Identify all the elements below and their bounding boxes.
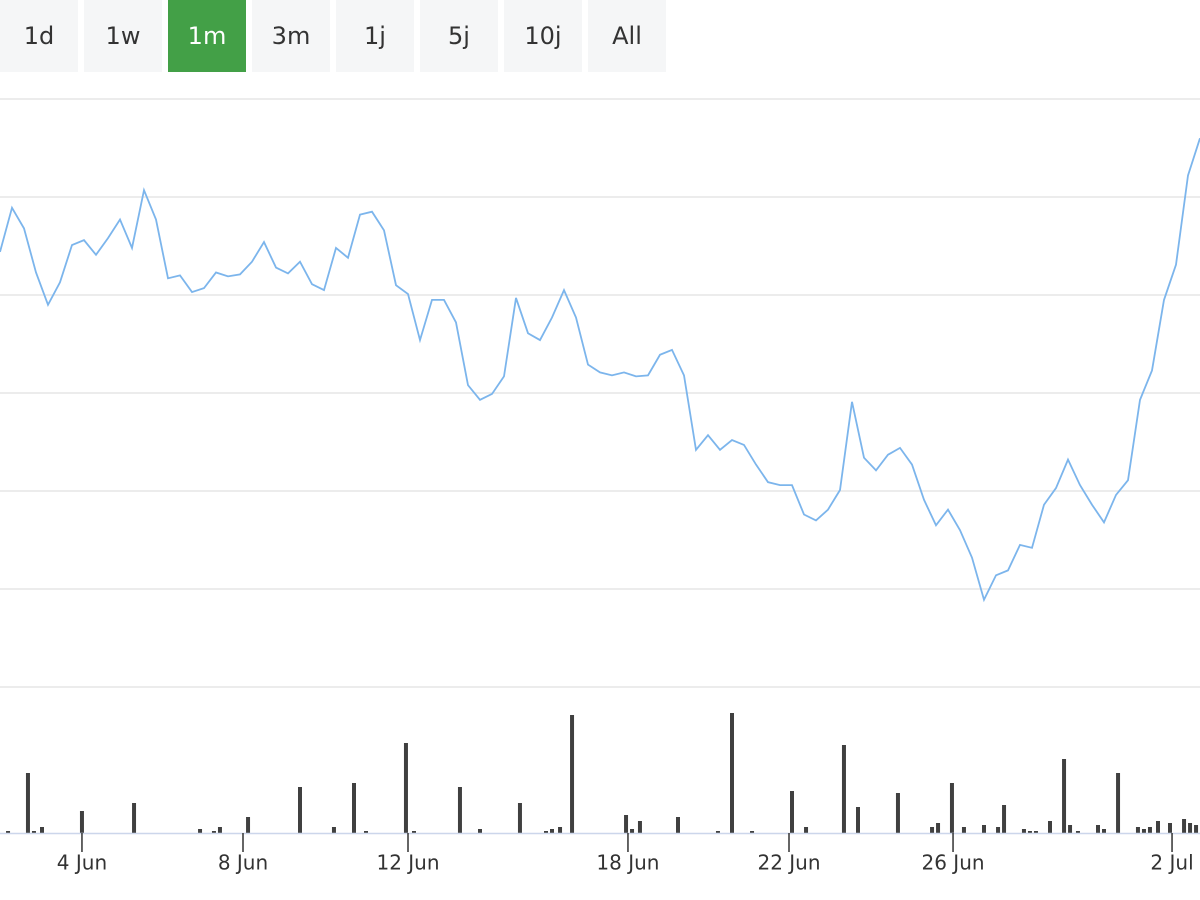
x-tick-label: 12 Jun xyxy=(376,851,439,875)
volume-bar xyxy=(856,807,860,833)
volume-bar xyxy=(1135,827,1140,833)
volume-bar xyxy=(1068,825,1073,833)
range-button[interactable]: 1j xyxy=(336,0,414,72)
volume-bar xyxy=(750,831,755,833)
volume-bar xyxy=(132,803,137,833)
volume-bar xyxy=(624,815,629,833)
volume-bar xyxy=(457,787,462,833)
x-tick-label: 26 Jun xyxy=(922,851,985,875)
volume-bar xyxy=(676,817,680,833)
volume-bar xyxy=(1075,831,1080,833)
volume-bar xyxy=(517,803,522,833)
volume-bar xyxy=(961,827,966,833)
volume-bar xyxy=(478,829,482,833)
volume-bar xyxy=(570,715,575,833)
volume-bar xyxy=(1168,823,1172,833)
volume-bar xyxy=(1062,759,1067,833)
volume-bar xyxy=(1102,829,1106,833)
volume-bar xyxy=(1182,819,1187,833)
volume-bar xyxy=(31,831,36,833)
volume-bar xyxy=(412,831,416,833)
volume-bar xyxy=(198,829,203,833)
range-button[interactable]: 1d xyxy=(0,0,78,72)
volume-bar xyxy=(730,713,734,833)
volume-bar xyxy=(1096,825,1100,833)
volume-bar xyxy=(1027,831,1032,833)
volume-bar xyxy=(1116,773,1121,833)
volume-bar xyxy=(715,831,720,833)
volume-bar xyxy=(550,829,554,833)
volume-bar xyxy=(40,827,44,833)
volume-bar xyxy=(949,783,954,833)
volume-bar xyxy=(364,831,368,833)
volume-bar xyxy=(331,827,336,833)
volume-bar xyxy=(211,831,216,833)
volume-bar xyxy=(217,827,222,833)
range-selector: 1d 1w 1m 3m 1j 5j 10j All xyxy=(0,0,666,72)
volume-bar xyxy=(298,787,302,833)
volume-bar xyxy=(403,743,408,833)
volume-bar xyxy=(982,825,986,833)
volume-bar xyxy=(1048,821,1052,833)
volume-bar xyxy=(895,793,900,833)
volume-bar xyxy=(1033,831,1038,833)
range-button[interactable]: All xyxy=(588,0,666,72)
volume-bar xyxy=(930,827,935,833)
volume-bar xyxy=(25,773,30,833)
volume-bar xyxy=(1002,805,1007,833)
x-tick-label: 4 Jun xyxy=(57,851,107,875)
volume-bar xyxy=(1156,821,1160,833)
range-button[interactable]: 10j xyxy=(504,0,582,72)
volume-bar xyxy=(630,829,635,833)
range-button[interactable]: 1m xyxy=(168,0,246,72)
price-line xyxy=(0,137,1200,603)
volume-bar xyxy=(1147,827,1152,833)
volume-bar xyxy=(79,811,84,833)
volume-bar xyxy=(996,827,1001,833)
range-button[interactable]: 5j xyxy=(420,0,498,72)
volume-bar xyxy=(637,821,642,833)
volume-bar xyxy=(558,827,563,833)
volume-bar xyxy=(804,827,809,833)
x-tick-label: 8 Jun xyxy=(218,851,268,875)
x-tick-label: 18 Jun xyxy=(596,851,659,875)
x-tick-label: 2 Jul xyxy=(1150,851,1193,875)
volume-bar xyxy=(841,745,846,833)
volume-bar xyxy=(1021,829,1026,833)
volume-bar xyxy=(352,783,356,833)
x-tick-label: 22 Jun xyxy=(757,851,820,875)
volume-bar xyxy=(936,823,941,833)
volume-bar xyxy=(544,831,548,833)
volume-bar xyxy=(790,791,794,833)
volume-bar xyxy=(246,817,251,833)
range-button[interactable]: 1w xyxy=(84,0,162,72)
volume-bar xyxy=(1141,829,1146,833)
volume-bar xyxy=(1194,825,1199,833)
volume-bar xyxy=(6,831,11,833)
range-button[interactable]: 3m xyxy=(252,0,330,72)
volume-bar xyxy=(1188,823,1193,833)
